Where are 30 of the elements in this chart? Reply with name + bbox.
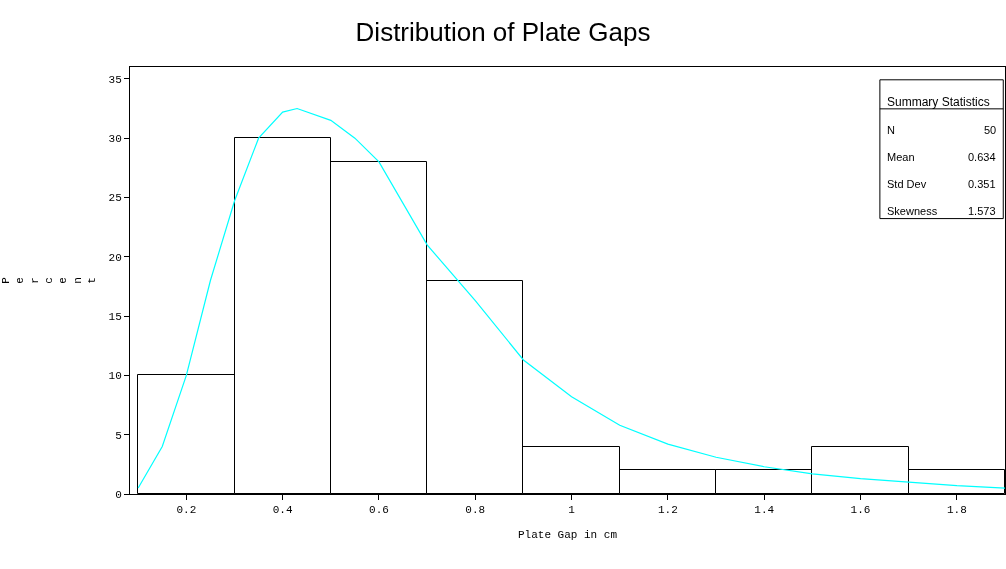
y-tick-label: 10 (108, 370, 122, 383)
line-series (137, 107, 1005, 489)
x-tick-label: 0.6 (369, 504, 389, 517)
annotation: Summary Statistics (887, 95, 990, 109)
x-axis-title: Plate Gap in cm (517, 529, 618, 542)
y-tick-label: 25 (108, 192, 122, 205)
y-tick-label: 5 (115, 429, 122, 442)
annotation: 0.351 (968, 178, 996, 190)
x-tick-label: 1 (568, 504, 576, 517)
y-tick-label: 30 (108, 133, 122, 146)
y-tick-label: 0 (115, 488, 122, 501)
x-tick-label: 0.4 (272, 504, 293, 517)
y-tick-label: 20 (108, 251, 122, 264)
annotation: N (887, 124, 895, 136)
x-tick-label: 1.4 (754, 504, 775, 517)
annotation: Std Dev (887, 178, 927, 190)
annotation: 1.573 (968, 205, 996, 217)
x-tick-label: 1.6 (850, 504, 871, 517)
x-tick-label: 0.8 (465, 504, 486, 517)
y-axis-title: Percent (0, 276, 98, 284)
y-tick-label: 15 (108, 310, 122, 323)
x-tick-label: 0.2 (176, 504, 197, 517)
annotation: 50 (984, 124, 997, 136)
x-tick-label: 1.2 (658, 504, 678, 517)
x-tick-label: 1.8 (946, 504, 967, 517)
annotation: Skewness (887, 205, 938, 217)
y-tick-label: 35 (108, 73, 122, 86)
chart-title: Distribution of Plate Gaps (355, 16, 651, 47)
annotation: Mean (887, 151, 915, 163)
annotation: 0.634 (968, 151, 996, 163)
